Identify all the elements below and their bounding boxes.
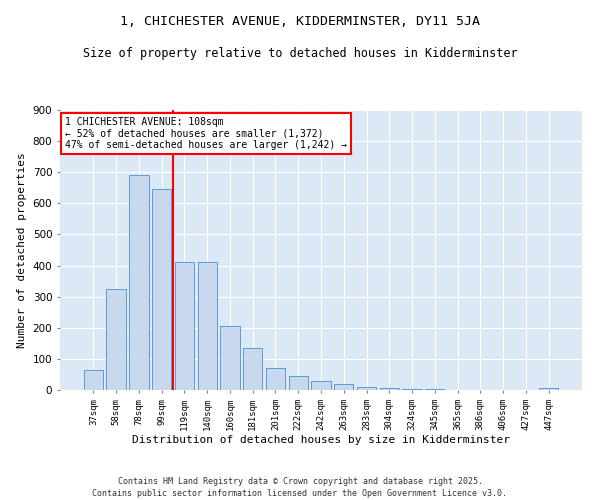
Bar <box>152 190 172 390</box>
Bar <box>106 289 126 390</box>
Bar <box>403 389 422 390</box>
Text: 1 CHICHESTER AVENUE: 108sqm
← 52% of detached houses are smaller (1,372)
47% of : 1 CHICHESTER AVENUE: 108sqm ← 52% of det… <box>65 117 347 150</box>
Bar <box>220 326 239 390</box>
Bar <box>197 262 217 390</box>
Bar <box>129 176 149 390</box>
Bar <box>289 376 308 390</box>
Bar <box>425 389 445 390</box>
Text: Size of property relative to detached houses in Kidderminster: Size of property relative to detached ho… <box>83 48 517 60</box>
Bar <box>175 262 194 390</box>
Bar <box>380 388 399 390</box>
X-axis label: Distribution of detached houses by size in Kidderminster: Distribution of detached houses by size … <box>132 436 510 446</box>
Bar <box>334 384 353 390</box>
Text: 1, CHICHESTER AVENUE, KIDDERMINSTER, DY11 5JA: 1, CHICHESTER AVENUE, KIDDERMINSTER, DY1… <box>120 15 480 28</box>
Bar <box>84 370 103 390</box>
Bar <box>266 368 285 390</box>
Bar <box>357 387 376 390</box>
Bar <box>311 380 331 390</box>
Y-axis label: Number of detached properties: Number of detached properties <box>17 152 27 348</box>
Text: Contains HM Land Registry data © Crown copyright and database right 2025.
Contai: Contains HM Land Registry data © Crown c… <box>92 476 508 498</box>
Bar <box>539 388 558 390</box>
Bar <box>243 348 262 390</box>
